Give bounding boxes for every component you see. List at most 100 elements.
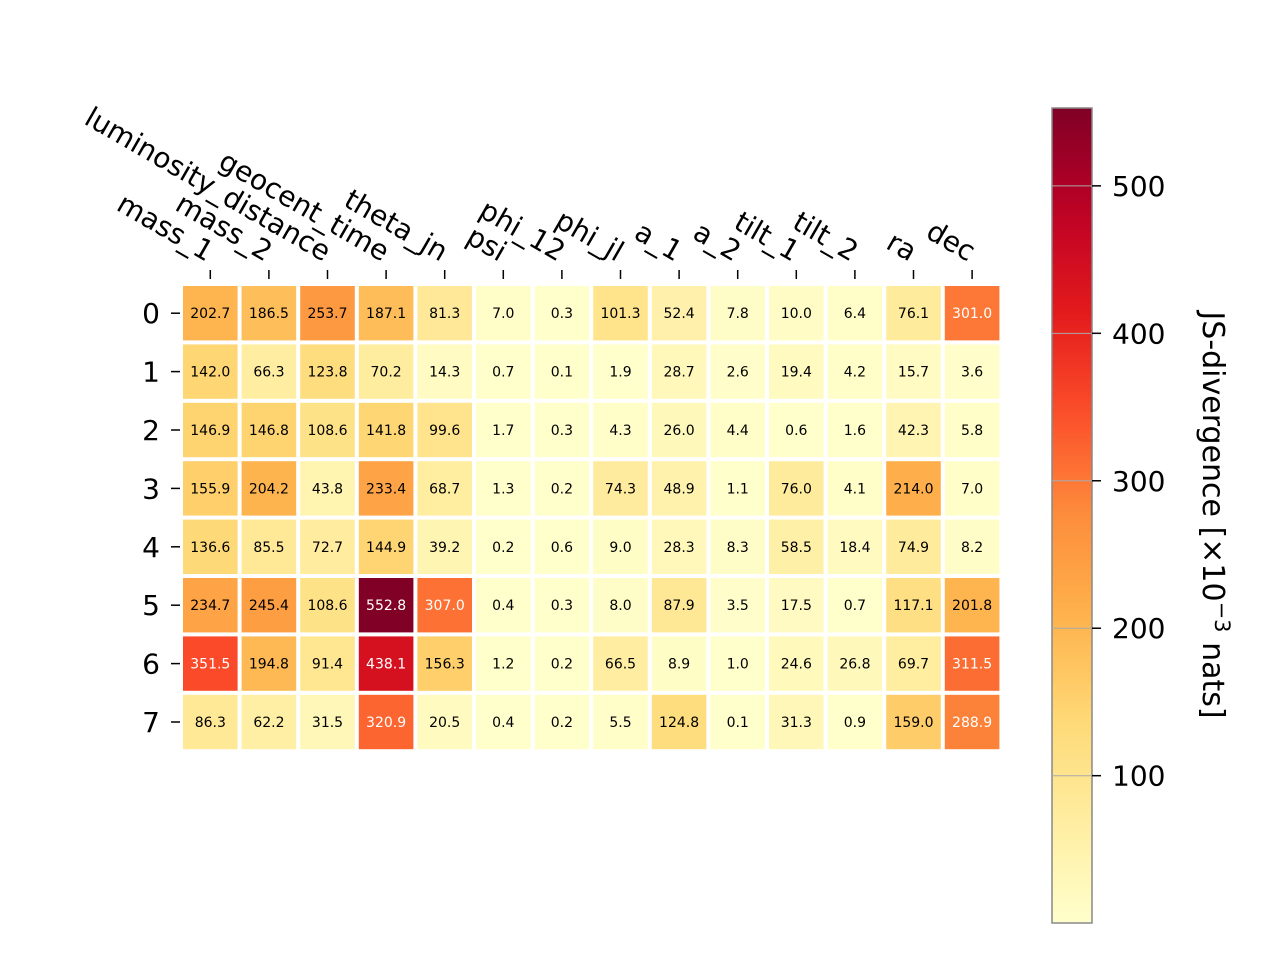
cell-value-label: 8.9 xyxy=(668,657,690,673)
row-label: 7 xyxy=(142,706,160,739)
cell-value-label: 7.0 xyxy=(492,306,514,322)
heatmap-cell xyxy=(534,519,590,574)
cell-value-label: 194.8 xyxy=(249,657,289,673)
heatmap-cell xyxy=(944,636,1000,691)
cell-value-label: 117.1 xyxy=(893,598,933,614)
colorbar-gradient xyxy=(1051,107,1093,924)
heatmap-cell xyxy=(358,286,414,341)
cell-value-label: 52.4 xyxy=(664,306,695,322)
heatmap-cell xyxy=(358,578,414,633)
heatmap-cell xyxy=(593,519,648,574)
cell-value-label: 8.3 xyxy=(727,540,749,556)
heatmap-cell xyxy=(651,578,707,633)
heatmap-cell xyxy=(534,694,590,750)
cell-value-label: 288.9 xyxy=(952,715,992,731)
heatmap-cell xyxy=(241,402,297,458)
heatmap-cell xyxy=(769,286,824,341)
cell-value-label: 87.9 xyxy=(664,598,695,614)
cell-value-label: 141.8 xyxy=(366,423,406,439)
heatmap-cell xyxy=(593,461,648,516)
heatmap-cell xyxy=(183,344,238,399)
colorbar: 100 200 300 400 500 JS-divergence [×10−3 nats… xyxy=(1051,107,1234,924)
colorbar-tick-label: 100 xyxy=(1112,760,1165,793)
column-label: phi_jl xyxy=(550,203,630,268)
row-label: 2 xyxy=(142,414,160,447)
cell-value-label: 24.6 xyxy=(781,657,812,673)
cell-value-label: 31.5 xyxy=(312,715,343,731)
heatmap-cell xyxy=(769,519,824,574)
cell-value-label: 1.1 xyxy=(727,481,749,497)
colorbar-tick-label: 400 xyxy=(1112,317,1165,350)
cell-value-label: 552.8 xyxy=(366,598,406,614)
heatmap-cell xyxy=(710,519,765,574)
heatmap-cell xyxy=(651,636,707,691)
heatmap-cell xyxy=(358,519,414,574)
heatmap-cell xyxy=(769,636,824,691)
heatmap-cell xyxy=(944,519,1000,574)
row-label: 1 xyxy=(142,356,160,389)
cell-value-label: 99.6 xyxy=(429,423,460,439)
heatmap-cell xyxy=(241,519,297,574)
cell-value-label: 18.4 xyxy=(839,540,870,556)
cell-value-label: 81.3 xyxy=(429,306,460,322)
cell-value-label: 311.5 xyxy=(952,657,992,673)
heatmap-cell xyxy=(651,286,707,341)
cell-value-label: 186.5 xyxy=(249,306,289,322)
heatmap-cell xyxy=(944,344,1000,399)
row-label: 5 xyxy=(142,589,160,622)
cell-value-label: 1.3 xyxy=(492,481,514,497)
cell-value-label: 76.0 xyxy=(781,481,812,497)
heatmap-cell xyxy=(358,344,414,399)
cell-value-label: 6.4 xyxy=(844,306,866,322)
heatmap-cell xyxy=(358,636,414,691)
heatmap-cell xyxy=(417,694,472,750)
cell-value-label: 234.7 xyxy=(190,598,230,614)
heatmap-cell xyxy=(827,519,883,574)
heatmap-cell xyxy=(944,461,1000,516)
cell-value-label: 66.3 xyxy=(253,365,284,381)
cell-value-label: 307.0 xyxy=(425,598,465,614)
cell-value-label: 1.0 xyxy=(727,657,749,673)
cell-value-label: 85.5 xyxy=(253,540,284,556)
heatmap-cell xyxy=(944,402,1000,458)
heatmap-cell xyxy=(476,636,531,691)
heatmap-cell xyxy=(534,578,590,633)
heatmap-cell xyxy=(886,402,941,458)
cell-value-label: 43.8 xyxy=(312,481,343,497)
cell-value-label: 1.6 xyxy=(844,423,866,439)
cell-value-label: 26.0 xyxy=(664,423,695,439)
cell-value-label: 3.6 xyxy=(961,365,983,381)
cell-value-label: 351.5 xyxy=(190,657,230,673)
heatmap-cell xyxy=(534,286,590,341)
heatmap-cell xyxy=(358,694,414,750)
heatmap-cell xyxy=(183,578,238,633)
cell-value-label: 8.2 xyxy=(961,540,983,556)
heatmap-cell xyxy=(593,578,648,633)
heatmap-cell xyxy=(886,286,941,341)
row-label: 0 xyxy=(142,297,160,330)
heatmap-cell xyxy=(593,636,648,691)
heatmap-cell xyxy=(769,694,824,750)
cell-value-label: 15.7 xyxy=(898,365,929,381)
cell-value-label: 7.8 xyxy=(727,306,749,322)
row-label: 4 xyxy=(142,531,160,564)
heatmap-cell xyxy=(241,578,297,633)
colorbar-tick-label: 200 xyxy=(1112,612,1165,645)
heatmap-cell xyxy=(241,694,297,750)
cell-value-label: 4.3 xyxy=(609,423,631,439)
cell-value-label: 8.0 xyxy=(609,598,631,614)
cell-value-label: 4.2 xyxy=(844,365,866,381)
heatmap-cell xyxy=(710,402,765,458)
heatmap-cell xyxy=(300,461,355,516)
heatmap-cell xyxy=(886,636,941,691)
cell-value-label: 10.0 xyxy=(781,306,812,322)
heatmap-cell xyxy=(300,519,355,574)
heatmap-cell xyxy=(476,402,531,458)
cell-value-label: 0.3 xyxy=(551,598,573,614)
heatmap-cell xyxy=(886,694,941,750)
heatmap-cell xyxy=(183,402,238,458)
cell-value-label: 108.6 xyxy=(307,598,347,614)
cell-value-label: 62.2 xyxy=(253,715,284,731)
cell-value-label: 159.0 xyxy=(893,715,933,731)
heatmap-cell xyxy=(417,636,472,691)
